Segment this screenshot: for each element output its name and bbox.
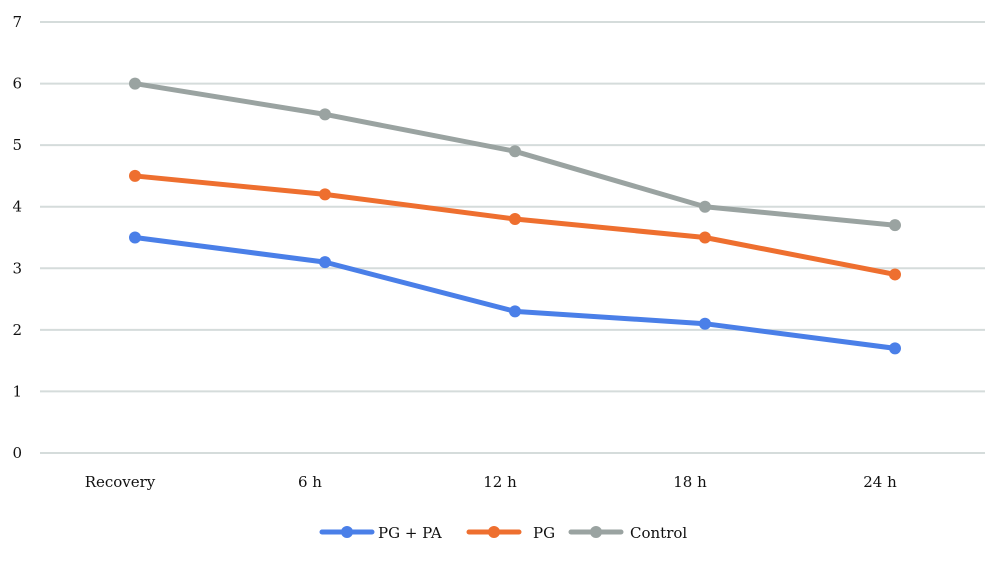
legend-item: PG + PA: [319, 524, 442, 542]
legend-point-marker: [341, 526, 353, 538]
y-tick-label: 2: [12, 321, 22, 339]
legend-point-marker: [488, 526, 500, 538]
series-lines: [129, 77, 901, 355]
x-tick-label: 12 h: [483, 473, 517, 491]
legend-label: PG: [533, 524, 555, 542]
data-point: [889, 268, 901, 281]
data-point: [699, 200, 711, 213]
gridlines: [40, 21, 985, 454]
data-point: [319, 256, 331, 269]
y-tick-label: 5: [12, 136, 22, 154]
x-tick-label: 6 h: [298, 473, 322, 491]
data-point: [319, 108, 331, 121]
data-point: [699, 231, 711, 244]
y-tick-label: 7: [12, 13, 22, 31]
data-point: [129, 169, 141, 182]
data-point: [509, 305, 521, 318]
legend-label: PG + PA: [378, 524, 442, 542]
data-point: [319, 188, 331, 201]
legend-point-marker: [590, 526, 602, 538]
y-tick-label: 1: [12, 382, 22, 400]
data-point: [699, 317, 711, 330]
y-tick-label: 0: [12, 444, 22, 462]
series-pg-pa: [129, 231, 901, 355]
data-point: [889, 342, 901, 355]
y-tick-label: 3: [12, 259, 22, 277]
data-point: [889, 219, 901, 232]
series-control: [129, 77, 901, 232]
legend-label: Control: [630, 524, 687, 542]
y-tick-label: 6: [12, 75, 22, 93]
series-pg: [129, 169, 901, 281]
data-point: [129, 77, 141, 90]
y-tick-label: 4: [12, 198, 22, 216]
data-point: [509, 213, 521, 226]
y-axis-ticks: 0 1 2 3 4 5 6 7: [12, 13, 22, 462]
x-tick-label: 18 h: [673, 473, 707, 491]
data-point: [509, 145, 521, 158]
series-line: [132, 173, 898, 277]
x-tick-label: Recovery: [85, 473, 156, 491]
legend: PG + PA PG Control: [319, 524, 687, 542]
legend-item: PG: [466, 524, 555, 542]
x-tick-label: 24 h: [863, 473, 897, 491]
legend-item: Control: [568, 524, 687, 542]
data-point: [129, 231, 141, 244]
x-axis-ticks: Recovery 6 h 12 h 18 h 24 h: [85, 473, 897, 491]
